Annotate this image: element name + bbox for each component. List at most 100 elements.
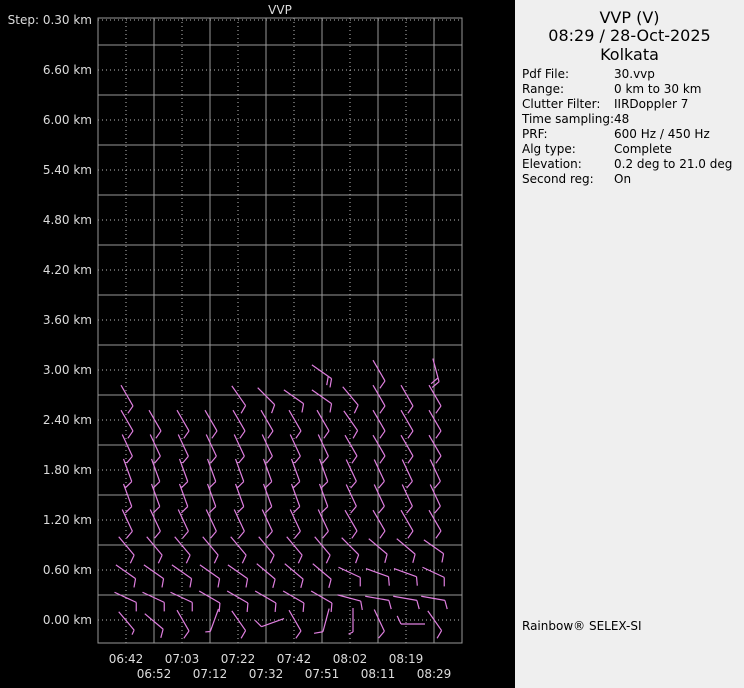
barb-feather (351, 455, 358, 464)
wind-barb (205, 509, 217, 539)
panel-footer: Rainbow® SELEX-SI (522, 619, 642, 633)
detail-row: Second reg: On (522, 172, 631, 187)
barb-feather (379, 530, 386, 539)
barb-feather (295, 430, 302, 439)
panel-title: VVP (V) (599, 8, 660, 27)
detail-row: Range: 0 km to 30 km (522, 82, 702, 97)
x-tick-label: 07:32 (249, 667, 284, 681)
barb-staff (174, 536, 191, 556)
barb-staff (204, 409, 218, 432)
wind-barb (344, 509, 358, 539)
barb-feather (396, 615, 402, 625)
barb-feather (352, 430, 359, 439)
barb-staff (338, 566, 361, 578)
wind-barb (401, 484, 413, 514)
y-tick-label: 6.60 km (43, 63, 92, 77)
detail-value: 0 km to 30 km (614, 82, 702, 96)
wind-barb (396, 538, 416, 563)
barb-feather (131, 629, 135, 635)
barb-staff (176, 409, 190, 432)
barb-feather (246, 602, 249, 613)
wind-barb (422, 566, 445, 587)
wind-barb (120, 384, 134, 414)
wind-barbs (114, 358, 448, 639)
plot-frame (97, 17, 463, 644)
barb-feather (350, 505, 357, 514)
barb-staff (428, 509, 442, 532)
x-tick-label: 07:03 (165, 652, 200, 666)
y-tick-label: 1.80 km (43, 463, 92, 477)
barb-staff (226, 590, 249, 604)
barb-feather (378, 480, 385, 489)
wind-barb (428, 384, 442, 414)
barb-feather (292, 506, 301, 514)
detail-value: 30.vvp (614, 67, 655, 81)
wind-barb (401, 459, 413, 489)
barb-staff (206, 458, 217, 482)
barb-feather (322, 455, 329, 464)
chart-title: VVP (268, 3, 292, 17)
x-tick-label: 07:22 (221, 652, 256, 666)
wind-barb (372, 359, 386, 389)
barb-feather (126, 455, 133, 464)
barb-feather (407, 430, 414, 439)
barb-staff (202, 536, 219, 556)
barb-feather (353, 404, 359, 414)
info-panel: VVP (V) 08:29 / 28-Oct-2025 Kolkata Pdf … (515, 0, 744, 688)
x-tick-label: 08:19 (389, 652, 424, 666)
barb-staff (177, 434, 189, 457)
barb-staff (322, 608, 330, 632)
barb-feather (126, 530, 133, 539)
barb-feather (266, 530, 273, 539)
wind-barb (400, 384, 414, 414)
barb-staff (205, 434, 217, 457)
y-tick-label: 4.80 km (43, 213, 92, 227)
barb-feather (379, 405, 386, 414)
wind-barb (372, 509, 386, 539)
wind-barb (122, 483, 133, 514)
wind-barb (261, 434, 273, 464)
wind-barb (343, 410, 359, 439)
barb-staff (231, 385, 247, 406)
barb-staff (199, 564, 220, 580)
barb-feather (355, 554, 360, 564)
barb-staff (198, 590, 221, 604)
barb-feather (387, 576, 390, 586)
barb-staff (232, 409, 246, 432)
barb-feather (124, 506, 133, 514)
wind-barb (289, 509, 301, 539)
wind-barb (149, 509, 161, 539)
barb-staff (261, 617, 285, 628)
barb-staff (316, 409, 330, 432)
barb-feather (211, 430, 218, 439)
barb-staff (262, 458, 273, 482)
wind-barb (427, 610, 443, 639)
barb-staff (318, 458, 329, 482)
wind-barb (254, 617, 285, 628)
barb-staff (288, 609, 302, 632)
wind-barb (365, 567, 390, 586)
barb-feather (240, 630, 247, 639)
barb-feather (384, 553, 388, 563)
wind-barb (311, 389, 333, 413)
barb-staff (114, 591, 137, 603)
barb-feather (325, 554, 331, 564)
barb-feather (180, 506, 189, 514)
wind-barb (226, 590, 249, 613)
wind-barb (178, 458, 189, 489)
x-tick-label: 08:11 (361, 667, 396, 681)
barb-feather (133, 578, 137, 588)
wind-barb (231, 610, 247, 639)
barb-feather (379, 380, 386, 389)
barb-staff (149, 509, 161, 532)
barb-feather (297, 554, 303, 564)
barb-feather (154, 455, 161, 464)
barb-feather (274, 602, 277, 613)
wind-barb (337, 594, 363, 611)
y-tick-label: 3.60 km (43, 313, 92, 327)
barb-staff (234, 483, 245, 507)
detail-value: On (614, 172, 632, 186)
barb-feather (326, 376, 329, 386)
wind-barb (372, 384, 386, 414)
y-tick-label: 4.20 km (43, 263, 92, 277)
